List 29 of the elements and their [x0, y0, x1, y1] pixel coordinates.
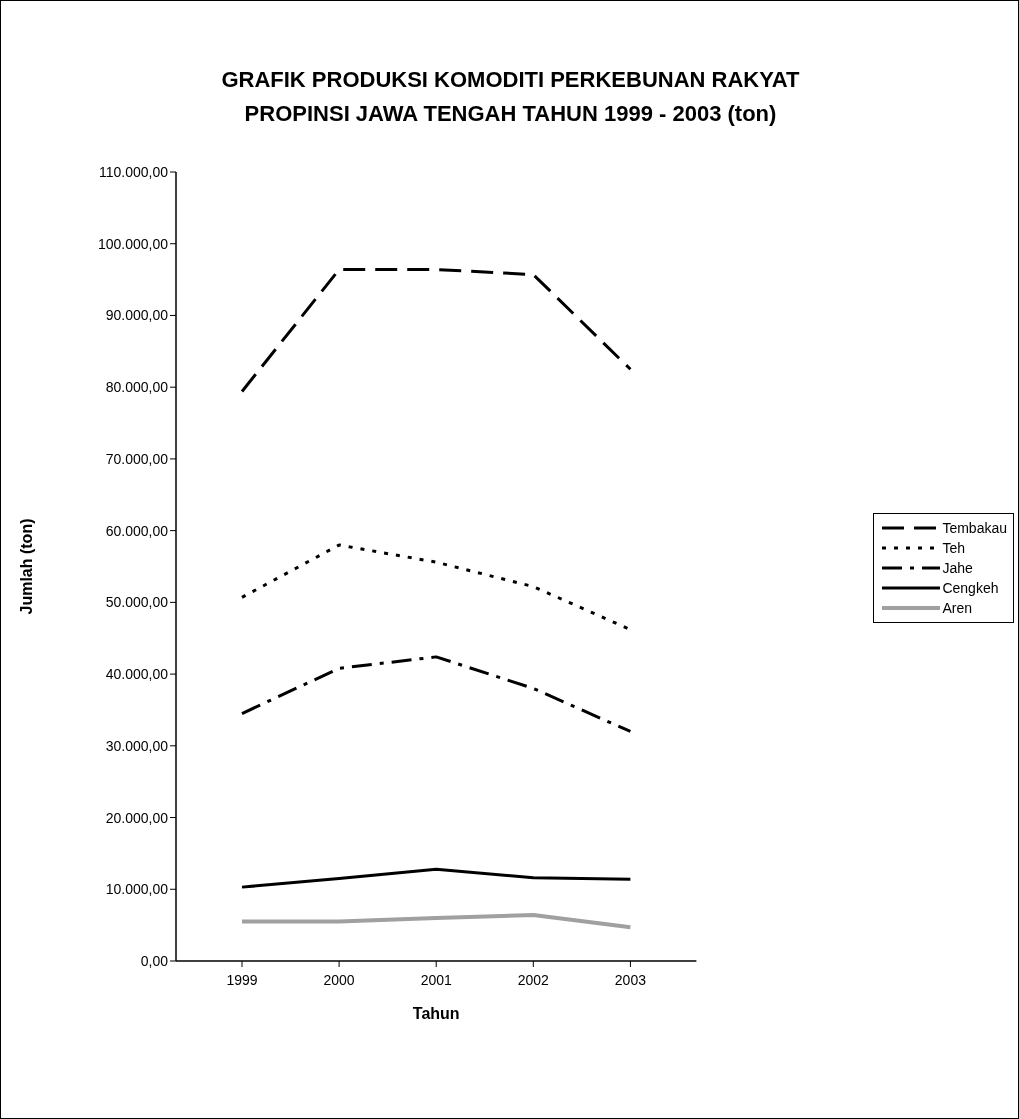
- legend-label: Aren: [942, 600, 972, 616]
- y-tick-label: 70.000,00: [105, 450, 169, 467]
- line-series: [240, 867, 632, 889]
- y-tick-label: 10.000,00: [105, 881, 169, 898]
- x-tick-label: 2003: [614, 971, 647, 988]
- line-series: [240, 913, 633, 930]
- x-tick-label: 2000: [323, 971, 355, 988]
- y-tick-label: 80.000,00: [105, 379, 169, 396]
- x-tick-label: 2002: [517, 971, 550, 988]
- y-tick-label: 50.000,00: [105, 594, 169, 611]
- legend-label: Teh: [942, 540, 965, 556]
- line-series: [240, 655, 632, 733]
- x-tick-label: 2001: [420, 971, 452, 988]
- legend-label: Jahe: [942, 560, 973, 576]
- y-tick-label: 90.000,00: [105, 307, 169, 324]
- y-tick-label: 20.000,00: [105, 809, 169, 826]
- y-tick-label: 110.000,00: [98, 163, 169, 180]
- legend-label: Cengkeh: [942, 580, 999, 596]
- y-tick-label: 40.000,00: [105, 666, 169, 683]
- y-tick-label: 30.000,00: [105, 737, 169, 754]
- y-tick-label: 60.000,00: [105, 522, 169, 539]
- y-axis-title: Jumlah (ton): [17, 518, 35, 615]
- y-tick-label: 0,00: [140, 952, 169, 969]
- chart-title: GRAFIK PRODUKSI KOMODITI PERKEBUNAN RAKYAT PROPINSI JAWA TENGAH TAHUN 1999 - 2003 (ton): [220, 66, 801, 128]
- x-axis-title: Tahun: [412, 1005, 460, 1022]
- line-series: [240, 268, 632, 393]
- legend-label: Tembakau: [942, 520, 1007, 536]
- y-tick-label: 100.000,00: [97, 235, 169, 252]
- x-tick-label: 1999: [226, 971, 258, 988]
